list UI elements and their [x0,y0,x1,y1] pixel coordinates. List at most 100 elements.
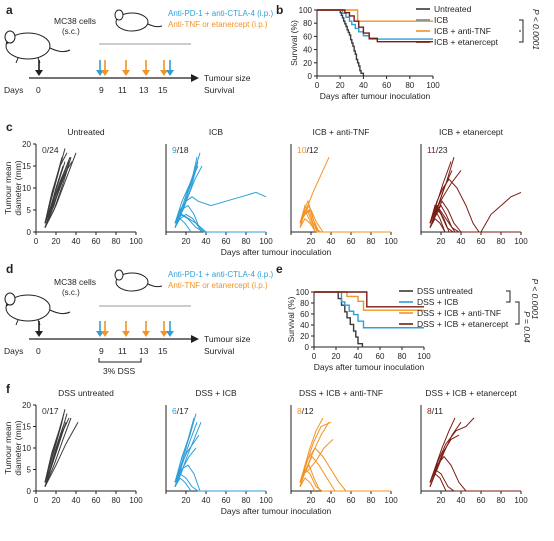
x-tick-label: 80 [398,352,407,361]
tumour-growth-line [44,413,68,487]
x-axis-label: Days after tumour inoculation [320,91,431,101]
subplot-1: Untreated 0 5 10 15 20 0 20 40 60 80 100 0/24 [22,127,143,246]
tumour-growth-line [299,156,330,224]
y-tick-label: 40 [300,321,309,330]
y-tick-label: 20 [22,140,31,149]
x-tick-label: 20 [437,237,446,246]
tumour-growth-line [299,209,320,233]
y-tick-label: 0 [27,487,32,496]
cells-route: (s.c.) [62,27,80,36]
responder-count: 0/24 [42,145,59,155]
x-tick-label: 100 [384,237,398,246]
tumour-growth-line [429,204,456,233]
tumour-growth-line [429,468,521,492]
tumour-growth-line [429,218,446,233]
tumour-growth-line [429,434,460,487]
y-tick-label: 0 [27,228,32,237]
tumour-growth-line [174,213,266,233]
mouse-icon [4,30,71,64]
x-tick-label: 20 [182,496,191,505]
legend-label: DSS untreated [417,286,473,296]
x-tick-label: 20 [52,237,61,246]
treatment-icb-label: Anti-PD-1 + anti-CTLA-4 (i.p.) [168,270,273,279]
y-axis-label: Tumour mean [3,421,13,474]
responder-count: 8/12 [297,406,314,416]
tumour-growth-line [299,421,330,487]
tumour-growth-line [44,409,66,483]
x-tick-label: 100 [514,237,528,246]
tumour-growth-line [429,417,475,483]
x-tick-label: 0 [315,81,320,90]
x-tick-label: 60 [347,237,356,246]
readout-survival: Survival [204,85,234,95]
tumour-growth-line [429,178,480,233]
legend-label: Untreated [434,4,472,14]
y-tick-label: 5 [27,466,32,475]
tumour-growth-line [174,165,199,224]
y-axis-label: diameter (mm) [13,420,23,475]
legend-label: ICB [434,15,449,25]
subplot-title: ICB [209,127,224,137]
timeline-arrowhead [191,74,199,82]
total-count: /12 [302,406,314,416]
significance-bracket [506,290,511,303]
x-tick-label: 100 [259,496,273,505]
x-tick-label: 80 [242,237,251,246]
day-15: 15 [158,85,168,95]
x-tick-label: 20 [437,496,446,505]
tumour-growth-line [174,464,201,492]
total-count: /24 [47,145,59,155]
panel-letter-e: e [276,262,283,276]
total-count: /17 [177,406,189,416]
panel-c-tumour-growth-charts: c Tumour mean diameter (mm) Untreated 0 5 10 15… [3,120,528,257]
y-tick-label: 60 [303,32,312,41]
treatment-tnf-label: Anti-TNF or etanercept (i.p.) [168,281,268,290]
y-tick-label: 10 [22,184,31,193]
day-9: 9 [99,85,104,95]
dss-label: 3% DSS [103,366,135,376]
x-tick-label: 0 [312,352,317,361]
x-tick-label: 60 [222,237,231,246]
panel-letter-d: d [6,262,13,276]
day-11: 11 [118,346,127,356]
tumour-growth-line [174,218,192,233]
y-tick-label: 10 [22,444,31,453]
subplot-1: DSS untreated 0 5 10 15 20 0 20 40 60 80 100 0/17 [22,388,143,505]
survival-curve-1 [314,291,364,347]
legend-label: ICB + anti-TNF [434,26,491,36]
panel-f-tumour-growth-charts: f Tumour mean diameter (mm) DSS untreated 0 5… [3,382,528,516]
responder-count: 0/17 [42,406,59,416]
tumour-growth-line [44,152,77,228]
tumour-growth-line [299,218,317,233]
x-tick-label: 80 [242,496,251,505]
x-tick-label: 60 [92,496,101,505]
x-tick-label: 40 [202,496,211,505]
day-9: 9 [99,346,104,356]
subplot-3: ICB + anti-TNF 20 40 60 80 100 10/12 [290,127,398,246]
total-count: /12 [306,145,318,155]
responder-count: 6/17 [172,406,189,416]
subplot-title: DSS + ICB + anti-TNF [299,388,383,398]
survival-curve-3 [317,9,433,22]
x-tick-label: 40 [359,81,368,90]
y-axis-label: Survival (%) [286,296,296,342]
x-tick-label: 100 [426,81,440,90]
panel-d: d MC38 cells (s.c.) Anti-PD-1 + anti-CTL… [4,262,273,376]
tumour-growth-line [429,204,521,233]
total-count: /17 [47,406,59,416]
tumour-growth-line [44,421,79,487]
tumour-growth-line [174,447,197,487]
responder-count: 11/23 [427,145,448,155]
y-tick-label: 20 [300,332,309,341]
tumour-growth-line [44,417,72,487]
subplot-title: ICB + etanercept [439,127,504,137]
x-tick-label: 20 [182,237,191,246]
tumour-growth-line [299,204,322,233]
x-tick-label: 100 [129,237,143,246]
day-0: 0 [36,85,41,95]
y-tick-label: 80 [303,19,312,28]
readout-tumour-size: Tumour size [204,73,251,83]
x-tick-label: 60 [92,237,101,246]
total-count: /23 [436,145,448,155]
tumour-growth-line [299,447,347,492]
